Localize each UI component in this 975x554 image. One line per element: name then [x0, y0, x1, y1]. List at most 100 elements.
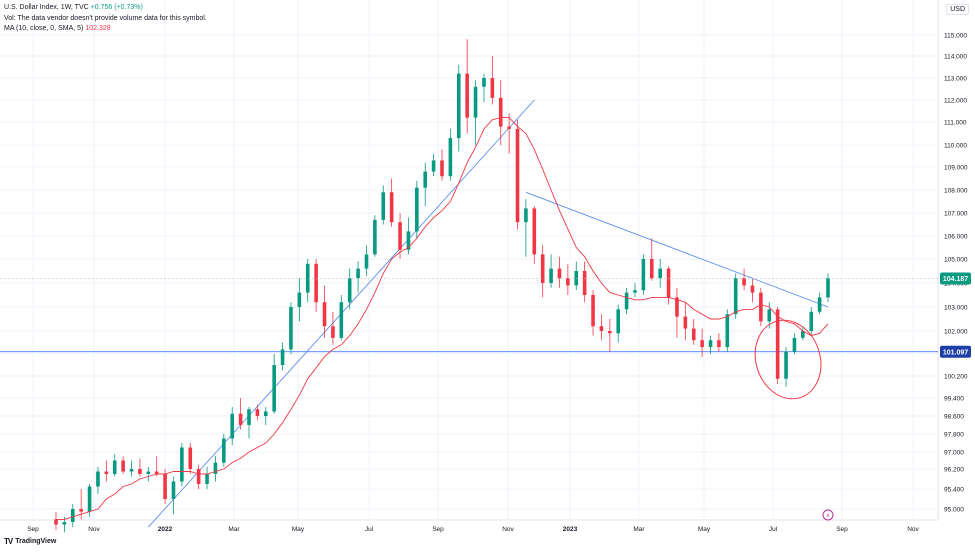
price-tick-label: 107.000 — [944, 211, 968, 218]
candle-up — [801, 331, 805, 338]
legend-ma-value: 102.328 — [85, 25, 111, 32]
legend-ma-label: MA (10, close, 0, SMA, 5) — [4, 25, 84, 32]
candle-up — [448, 138, 453, 177]
candle-down — [79, 509, 83, 512]
candle-up — [356, 268, 360, 279]
tradingview-logo[interactable]: TV TradingView — [4, 537, 56, 546]
candle-up — [767, 309, 772, 322]
candle-down — [196, 469, 201, 484]
time-tick-label: 2023 — [563, 526, 578, 533]
currency-button[interactable]: USD — [946, 4, 969, 15]
candle-up — [708, 340, 713, 348]
price-tick-label: 95.000 — [944, 507, 964, 514]
candle-down — [331, 326, 335, 338]
price-tick-label: 97.000 — [944, 450, 964, 457]
price-tick-label: 109.000 — [944, 165, 968, 172]
candle-up — [381, 192, 386, 220]
price-tick-label: 114.000 — [944, 54, 967, 61]
price-tick-label: 99.400 — [944, 396, 964, 403]
price-tick-label: 113.000 — [944, 76, 967, 83]
candle-up — [280, 349, 285, 365]
legend: U.S. Dollar Index, 1W, TVC +0.756 (+0.73… — [4, 3, 207, 35]
candle-up — [574, 271, 579, 286]
candle-up — [406, 231, 411, 250]
candle-down — [775, 309, 780, 379]
time-tick-label: Sep — [432, 526, 444, 533]
candle-down — [322, 302, 327, 327]
time-tick-label: Jul — [769, 526, 778, 533]
candle-down — [54, 519, 58, 525]
circled-zone-annotation — [754, 319, 822, 400]
candle-down — [138, 469, 142, 474]
candle-down — [566, 278, 570, 286]
price-tick-label: 95.400 — [944, 487, 964, 494]
candle-up — [247, 409, 251, 425]
candle-up — [633, 290, 637, 293]
candle-down — [557, 268, 562, 279]
price-tick-label: 98.600 — [944, 414, 964, 421]
candle-up — [456, 73, 461, 139]
candle-down — [314, 263, 318, 303]
candle-down — [759, 292, 763, 322]
candle-up — [641, 259, 646, 291]
price-tick-label: 112.000 — [944, 98, 967, 105]
candle-up — [364, 254, 369, 269]
last-price-badge-bg — [940, 272, 971, 285]
tradingview-logo-icon: TV — [4, 537, 13, 546]
candle-down — [498, 97, 503, 127]
candle-up — [289, 307, 293, 350]
candle-up — [171, 481, 176, 499]
candle-up — [431, 160, 436, 172]
candle-up — [213, 462, 218, 474]
candle-down — [532, 208, 537, 255]
candle-up — [725, 314, 730, 348]
legend-volume-note: Vol: The data vendor doesn't provide vol… — [4, 14, 207, 22]
candle-down — [582, 271, 587, 295]
candle-down — [666, 268, 671, 298]
time-tick-label: 2022 — [158, 526, 173, 533]
candle-down — [121, 460, 125, 472]
candle-up — [826, 278, 830, 298]
candle-down — [398, 222, 402, 250]
moving-average-line — [56, 117, 829, 520]
time-tick-label: Nov — [88, 526, 100, 533]
candle-up — [347, 278, 352, 303]
legend-symbol-line: U.S. Dollar Index, 1W, TVC +0.756 (+0.73… — [4, 3, 207, 14]
legend-symbol: U.S. Dollar Index, 1W, TVC — [4, 4, 89, 11]
candle-up — [549, 268, 553, 283]
candle-up — [222, 438, 226, 463]
candle-up — [524, 208, 528, 223]
candle-up — [423, 171, 428, 188]
candle-down — [515, 128, 520, 223]
last-price-badge: 104.187 — [943, 276, 968, 283]
falling-trendline — [525, 191, 829, 308]
candle-down — [591, 295, 595, 327]
time-tick-label: May — [292, 526, 305, 533]
candle-up — [112, 460, 117, 474]
candle-down — [675, 297, 679, 317]
candle-up — [263, 411, 268, 416]
price-tick-label: 105.000 — [944, 257, 968, 264]
tradingview-brand-name: TradingView — [15, 538, 57, 545]
time-tick-label: Sep — [836, 526, 848, 533]
candle-up — [87, 486, 92, 512]
price-tick-label: 111.000 — [944, 120, 967, 127]
lightning-icon — [822, 509, 834, 521]
candle-down — [188, 447, 193, 469]
time-tick-label: May — [698, 526, 711, 533]
candle-up — [658, 268, 662, 279]
candle-up — [205, 474, 209, 484]
candle-up — [62, 522, 67, 525]
candle-up — [146, 471, 151, 474]
lightning-icon-glyph: ⚡ — [826, 512, 831, 520]
time-tick-label: Mar — [228, 526, 240, 533]
candle-down — [490, 78, 495, 98]
price-tick-label: 110.000 — [944, 143, 967, 150]
candle-down — [691, 328, 696, 341]
price-tick-label: 100.200 — [944, 374, 968, 381]
candle-down — [700, 340, 704, 348]
candle-down — [717, 340, 721, 348]
candle-up — [616, 309, 621, 334]
